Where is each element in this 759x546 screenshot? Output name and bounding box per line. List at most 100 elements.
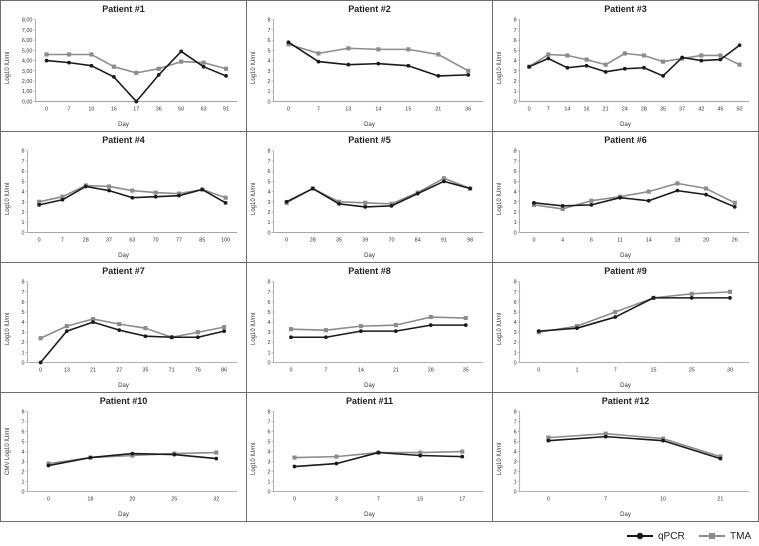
x-tick-label: 85 <box>199 237 205 243</box>
data-point-qpcr <box>675 188 680 193</box>
data-point-qpcr <box>442 179 446 184</box>
chart-panel-2: Patient #2 Day Log10 IU/ml 0 1 2 3 4 5 6 7 8 0 7 13 14 1… <box>246 0 493 132</box>
x-tick-label: 20 <box>703 237 709 243</box>
data-point-qpcr <box>286 40 291 45</box>
x-tick-label: 14 <box>375 106 381 112</box>
data-point-tma <box>286 42 291 47</box>
data-point-qpcr <box>89 63 94 68</box>
y-tick-label: 5 <box>514 310 517 316</box>
x-tick-label: 15 <box>405 106 411 112</box>
data-point-tma <box>134 70 139 75</box>
x-axis-label: Day <box>118 383 129 389</box>
data-point-tma <box>201 60 206 65</box>
x-tick-label: 0 <box>293 496 296 502</box>
x-tick-label: 16 <box>111 106 117 112</box>
data-point-tma <box>418 450 423 455</box>
y-tick-label: 0,00 <box>22 99 33 105</box>
series-line-qpcr <box>548 435 721 460</box>
y-tick-label: 4 <box>268 59 271 65</box>
data-point-tma <box>622 51 627 56</box>
y-tick-label: 7 <box>514 290 517 296</box>
data-point-qpcr <box>334 461 339 466</box>
y-tick-label: 6,00 <box>22 38 33 44</box>
x-tick-label: 18 <box>674 237 680 243</box>
y-tick-label: 8 <box>268 410 271 416</box>
x-tick-label: 0 <box>547 496 550 502</box>
x-tick-label: 7 <box>604 496 607 502</box>
data-point-tma <box>44 52 49 57</box>
y-tick-label: 2 <box>514 469 517 475</box>
data-point-qpcr <box>376 450 381 455</box>
x-tick-label: 36 <box>156 106 162 112</box>
chart-title: Patient #8 <box>348 266 391 276</box>
data-point-qpcr <box>718 456 723 461</box>
chart-plot: 0,00 1,00 2,00 3,00 4,00 5,00 6,00 7,00 8,00 0 7 10… <box>22 18 238 112</box>
y-tick-label: 8 <box>514 149 517 155</box>
data-point-qpcr <box>699 58 704 63</box>
data-point-qpcr <box>107 188 111 193</box>
data-point-tma <box>613 309 618 315</box>
y-tick-label: 2 <box>268 469 271 475</box>
x-tick-label: 20 <box>129 496 135 502</box>
y-tick-label: 7 <box>268 28 271 34</box>
y-tick-label: 6 <box>22 430 25 436</box>
data-point-tma <box>660 59 666 64</box>
data-point-qpcr <box>153 194 158 199</box>
x-tick-label: 0 <box>287 106 290 112</box>
x-tick-label: 15 <box>650 367 656 373</box>
chart-panel-10: Patient #10 Day CMV Log10 IU/ml 0 1 2 3 4 5 6 7 8 0 1… <box>0 392 247 522</box>
chart-panel-4: Patient #4 Day Log10 IU/ml 0 1 2 3 4 5 6 7 8 0 7 28 37 6… <box>0 131 247 263</box>
x-axis-label: Day <box>620 383 631 389</box>
chart-title: Patient #9 <box>604 266 647 276</box>
data-point-qpcr <box>169 335 174 340</box>
data-point-tma <box>732 200 737 205</box>
x-tick-label: 14 <box>358 367 364 373</box>
data-point-tma <box>37 199 42 204</box>
x-tick-label: 50 <box>737 106 743 112</box>
data-point-tma <box>46 461 51 466</box>
y-tick-label: 6 <box>514 38 517 44</box>
data-point-qpcr <box>622 66 627 71</box>
x-tick-label: 11 <box>617 237 623 243</box>
x-tick-label: 30 <box>727 367 733 373</box>
data-point-qpcr <box>661 74 665 78</box>
series-line-tma <box>290 316 466 331</box>
data-point-tma <box>64 324 69 329</box>
data-point-qpcr <box>130 451 135 456</box>
y-tick-label: 2 <box>268 340 271 346</box>
data-point-qpcr <box>728 295 732 300</box>
data-point-tma <box>565 53 570 58</box>
data-point-qpcr <box>575 326 579 331</box>
y-tick-label: 8 <box>268 18 271 24</box>
x-tick-label: 17 <box>133 106 139 112</box>
y-tick-label: 1 <box>514 479 517 485</box>
y-tick-label: 1 <box>22 479 25 485</box>
data-point-qpcr <box>718 57 723 62</box>
x-tick-label: 0 <box>45 106 48 112</box>
y-tick-label: 3 <box>514 69 517 75</box>
data-point-qpcr <box>532 200 536 205</box>
x-tick-label: 7 <box>377 496 380 502</box>
x-tick-label: 0 <box>289 367 292 373</box>
series-line-tma <box>538 291 731 334</box>
data-point-qpcr <box>111 75 116 79</box>
y-tick-label: 5 <box>268 48 271 54</box>
data-point-qpcr <box>603 69 608 74</box>
series-line-qpcr <box>528 44 741 77</box>
y-tick-label: 0 <box>268 99 271 105</box>
legend-qpcr-label: qPCR <box>658 530 685 542</box>
data-point-qpcr <box>117 328 122 333</box>
series-line-qpcr <box>291 324 466 339</box>
y-tick-label: 3 <box>22 330 25 336</box>
chart-title: Patient #4 <box>102 135 145 145</box>
x-tick-label: 21 <box>717 496 723 502</box>
y-tick-label: 2 <box>268 79 271 85</box>
data-point-tma <box>406 47 411 52</box>
data-point-qpcr <box>223 200 228 205</box>
y-tick-label: 3 <box>268 460 271 466</box>
series-line-qpcr <box>533 189 736 208</box>
data-point-tma <box>316 51 321 56</box>
data-point-qpcr <box>201 64 206 69</box>
chart-title: Patient #1 <box>102 4 145 14</box>
